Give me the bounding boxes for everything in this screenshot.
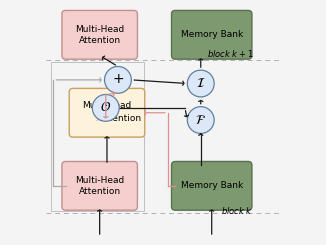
Text: Memory Bank: Memory Bank <box>181 181 243 190</box>
Circle shape <box>92 95 119 121</box>
Text: Multi-Head: Multi-Head <box>82 101 132 110</box>
Text: $\mathcal{F}$: $\mathcal{F}$ <box>195 114 206 127</box>
Text: +: + <box>112 72 124 86</box>
FancyBboxPatch shape <box>171 161 252 210</box>
FancyBboxPatch shape <box>69 88 145 137</box>
FancyBboxPatch shape <box>62 11 138 59</box>
Text: $\mathcal{I}$: $\mathcal{I}$ <box>196 77 205 90</box>
Circle shape <box>105 66 131 93</box>
FancyBboxPatch shape <box>62 161 138 210</box>
Text: block $k$: block $k$ <box>221 205 253 216</box>
Text: block $k+1$: block $k+1$ <box>207 48 253 59</box>
Circle shape <box>187 107 214 134</box>
FancyBboxPatch shape <box>171 11 252 59</box>
Text: Multi-Head
Attention: Multi-Head Attention <box>75 25 124 45</box>
Bar <box>51 61 143 211</box>
Text: x: x <box>96 114 101 123</box>
Text: Memory Bank: Memory Bank <box>181 30 243 39</box>
Text: Attention: Attention <box>100 114 142 123</box>
Text: $\mathcal{O}$: $\mathcal{O}$ <box>100 101 111 114</box>
Text: Multi-Head
Attention: Multi-Head Attention <box>75 176 124 196</box>
Circle shape <box>187 70 214 97</box>
